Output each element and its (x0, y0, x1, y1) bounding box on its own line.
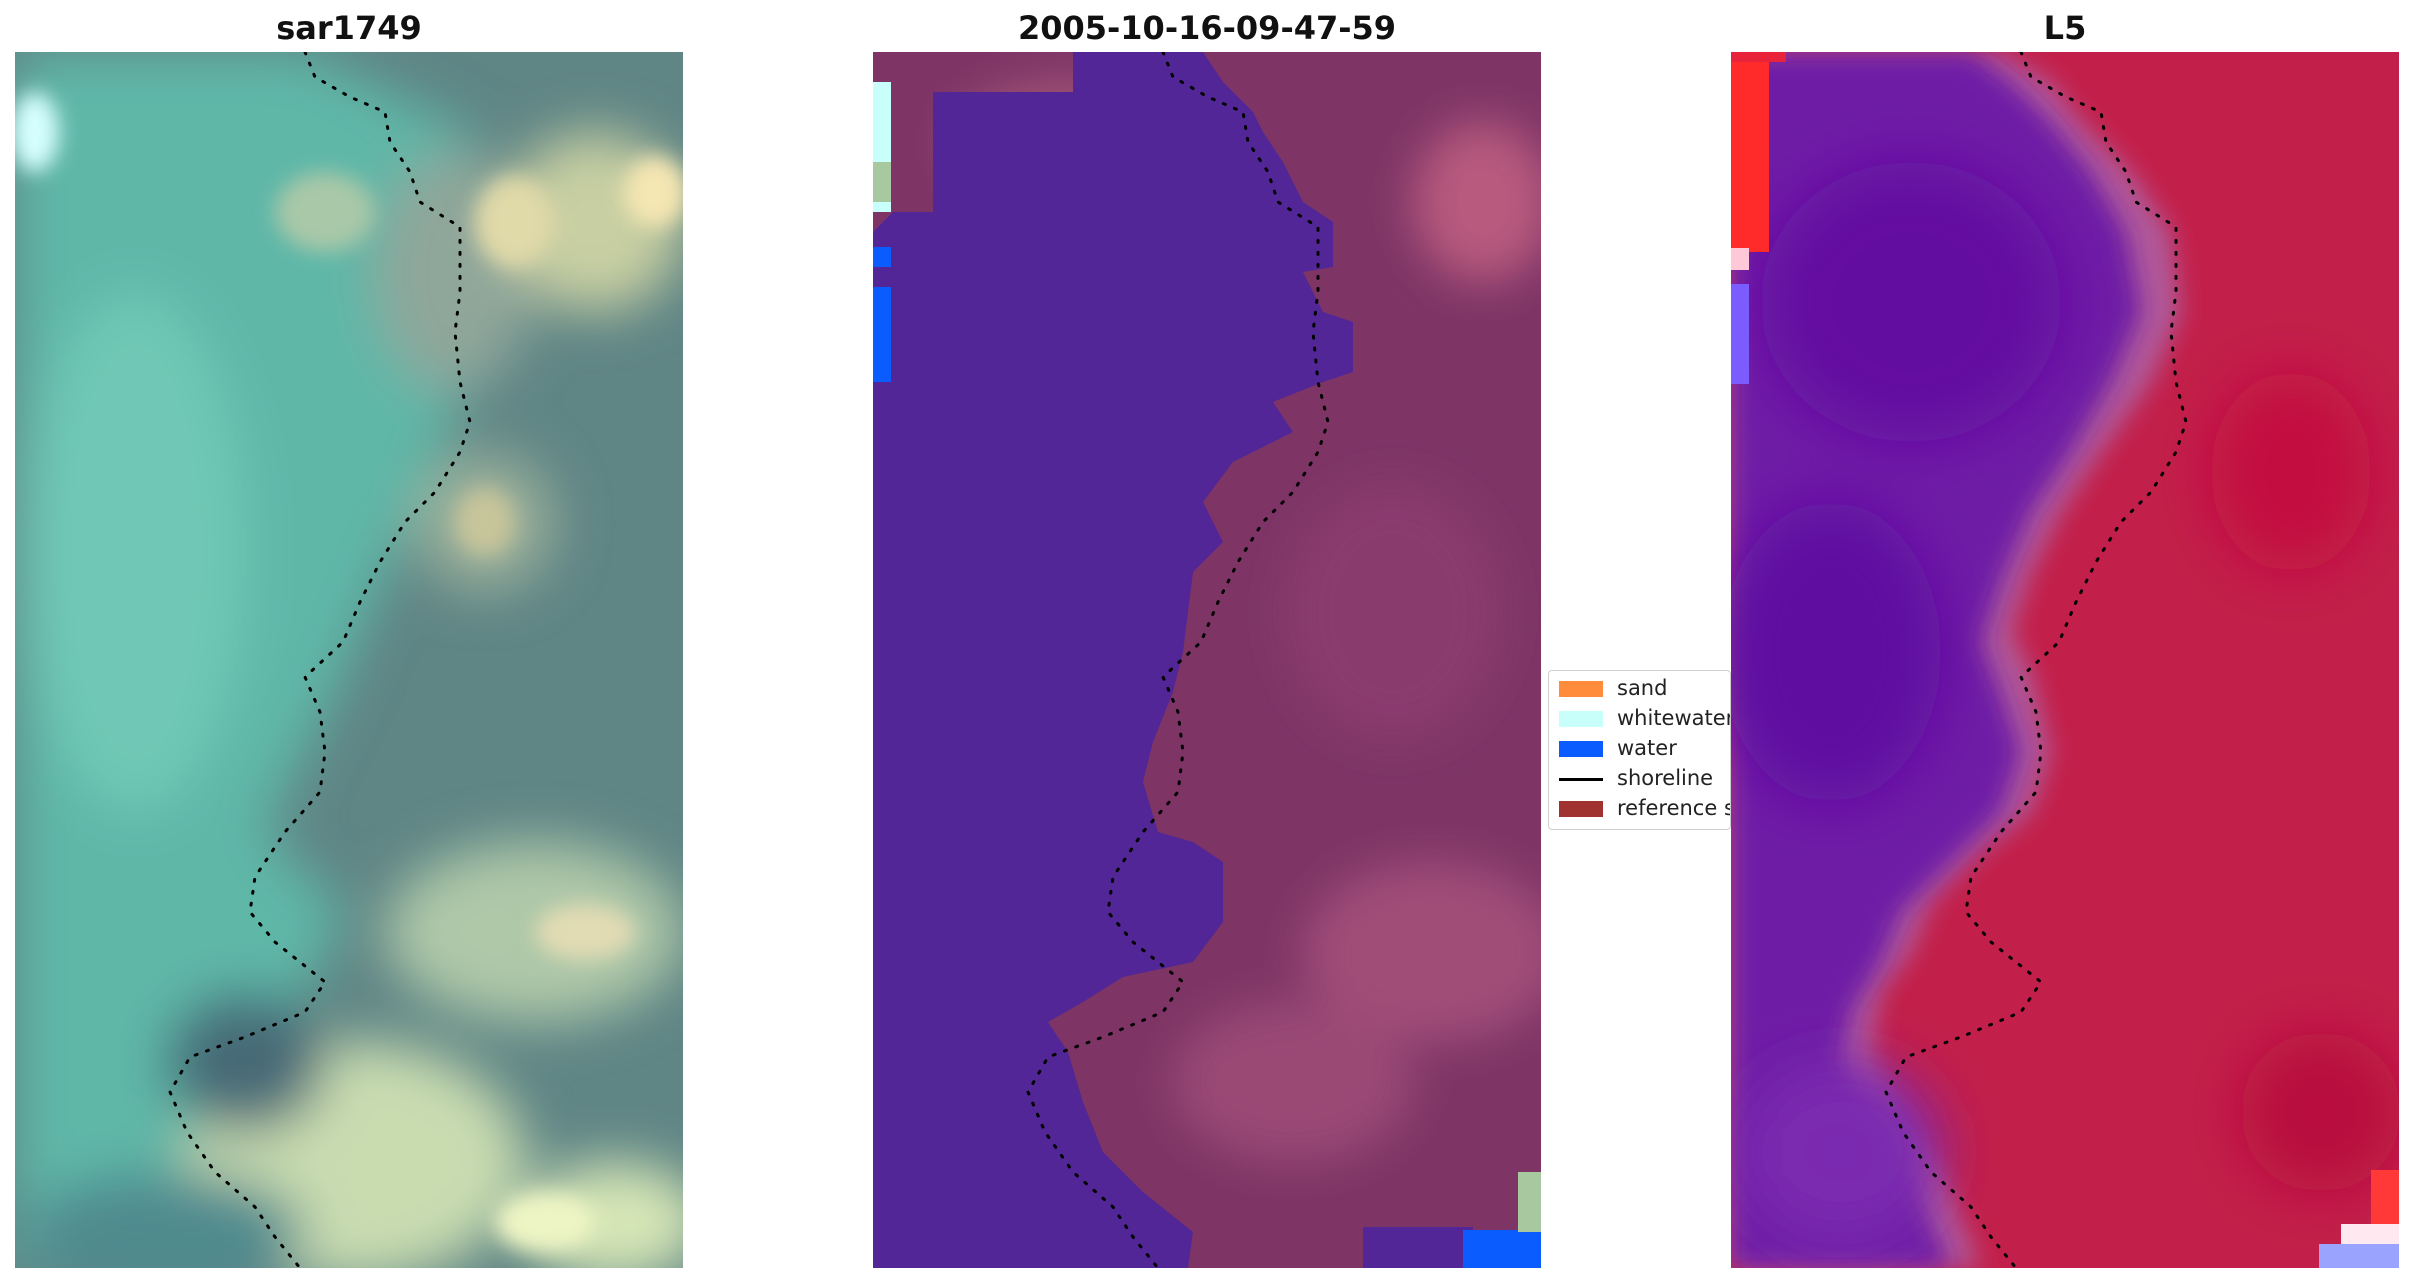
index-image (1731, 52, 2399, 1268)
reference-swatch (1559, 801, 1603, 817)
legend-item-whitewater: whitewater (1559, 703, 1731, 733)
legend-label: shoreline (1617, 766, 1714, 790)
index-corner-red (2371, 1170, 2399, 1225)
classified-vegetation-patch (873, 162, 891, 202)
water-swatch (1559, 741, 1603, 757)
legend-label: whitewater (1617, 706, 1731, 730)
sand-swatch (1559, 681, 1603, 697)
classified-water-region (873, 52, 1353, 1268)
index-blue-strip (1731, 284, 1749, 384)
whitewater-swatch (1559, 711, 1603, 727)
classified-water-patch-left (873, 247, 891, 267)
index-pale-pixel (1731, 248, 1749, 270)
legend-label: water (1617, 736, 1677, 760)
index-bright-strip-top (1731, 52, 1769, 252)
classified-image-panel (873, 52, 1541, 1268)
classified-veg-corner (1518, 1172, 1541, 1232)
legend-item-shoreline: shoreline (1559, 763, 1713, 793)
index-corner-blue (2319, 1244, 2399, 1268)
legend-item-reference: reference s (1559, 793, 1731, 823)
classified-shoreline (1026, 52, 1330, 1268)
classified-water-patch-corner (1463, 1230, 1541, 1268)
panel-title-classified: 2005-10-16-09-47-59 (1017, 9, 1397, 47)
legend-label: sand (1617, 676, 1668, 700)
rgb-image-panel (15, 52, 683, 1268)
legend-item-sand: sand (1559, 673, 1667, 703)
classified-water-patch-left-2 (873, 287, 891, 382)
shoreline-line-icon (1559, 777, 1603, 781)
index-image-panel (1731, 52, 2399, 1268)
legend-label: reference s (1617, 796, 1731, 820)
legend-item-water: water (1559, 733, 1677, 763)
index-corner-pale (2341, 1224, 2399, 1244)
classified-land-corner (1363, 1227, 1473, 1268)
rgb-image (15, 52, 683, 1268)
index-red-strip (1731, 52, 1786, 62)
legend: sand whitewater water shoreline referenc… (1548, 670, 1731, 830)
rgb-shoreline (168, 52, 472, 1268)
index-shoreline (1884, 52, 2188, 1268)
panel-title-index: L5 (2043, 9, 2087, 47)
classified-image (873, 52, 1541, 1268)
panel-title-rgb: sar1749 (276, 9, 422, 47)
